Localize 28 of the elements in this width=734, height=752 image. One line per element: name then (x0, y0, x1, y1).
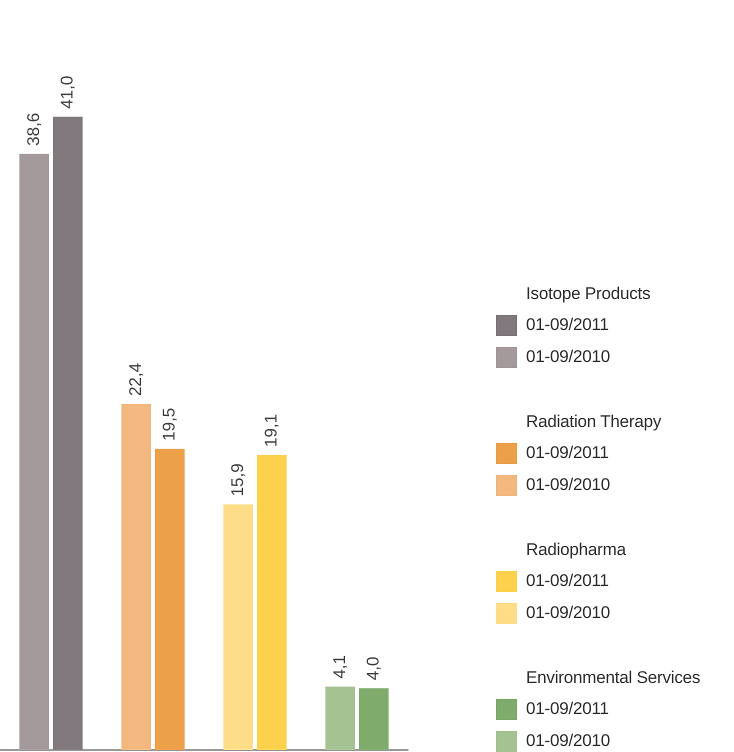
data-label: 22,4 (126, 362, 145, 396)
text: Radiation Therapy (526, 411, 662, 433)
text: 01-09/2011 (526, 571, 609, 590)
text: 01-09/2011 (526, 699, 609, 718)
text: Environmental Services (526, 667, 700, 689)
data-label: 38,6 (24, 112, 43, 146)
bar (359, 688, 389, 750)
bar (223, 504, 253, 750)
legend-label: 01-09/2010 (526, 346, 610, 368)
legend-label: 01-09/2011 (526, 314, 609, 336)
data-label: 19,1 (262, 414, 281, 448)
bar (257, 455, 287, 750)
bar (325, 686, 355, 750)
data-label: 4,0 (364, 656, 383, 680)
bar (19, 154, 49, 750)
data-label: 15,9 (228, 463, 247, 496)
text: Isotope Products (526, 283, 652, 305)
bar (155, 448, 185, 750)
data-label: 19,5 (160, 408, 179, 441)
bar (53, 116, 83, 750)
bar (121, 404, 151, 750)
data-label: 41,0 (58, 76, 77, 109)
text: 01-09/2010 (526, 475, 610, 494)
data-label: 4,1 (330, 655, 349, 679)
text: 01-09/2011 (526, 443, 609, 462)
text: Radiopharma (526, 539, 628, 561)
text: 01-09/2010 (526, 603, 610, 622)
text: 01-09/2010 (526, 731, 610, 750)
